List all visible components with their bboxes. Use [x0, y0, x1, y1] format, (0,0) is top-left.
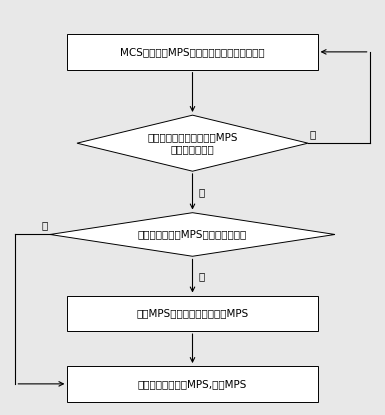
Polygon shape — [77, 115, 308, 171]
Text: 将该呼叫分配给该MPS,通知MPS: 将该呼叫分配给该MPS,通知MPS — [138, 379, 247, 389]
Text: 将该MPS分配给该会议，通知MPS: 将该MPS分配给该会议，通知MPS — [136, 308, 249, 318]
Text: 检查是否有空闲MPS可分配给该会议: 检查是否有空闲MPS可分配给该会议 — [138, 229, 247, 239]
Text: 否: 否 — [310, 129, 316, 139]
Polygon shape — [50, 212, 335, 256]
Text: 否: 否 — [198, 187, 204, 197]
Text: MCS从未分配MPS的呼叫链表中取出一个呼叫: MCS从未分配MPS的呼叫链表中取出一个呼叫 — [120, 47, 265, 57]
FancyBboxPatch shape — [67, 34, 318, 69]
Text: 是: 是 — [42, 220, 48, 230]
FancyBboxPatch shape — [67, 295, 318, 331]
Text: 是: 是 — [198, 271, 204, 281]
FancyBboxPatch shape — [67, 366, 318, 402]
Text: 检查终端所在会议占用的MPS
是否有空闲端口: 检查终端所在会议占用的MPS 是否有空闲端口 — [147, 132, 238, 154]
